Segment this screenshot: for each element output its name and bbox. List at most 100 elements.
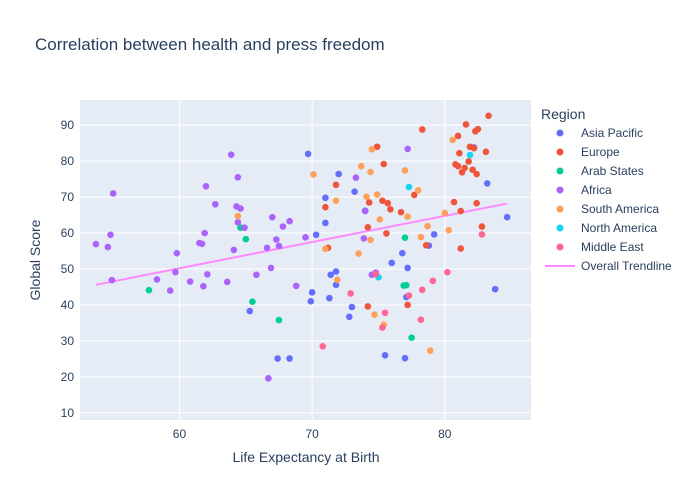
data-point xyxy=(450,198,458,206)
data-point xyxy=(418,286,426,294)
x-tick-label: 70 xyxy=(305,427,319,441)
data-point xyxy=(242,235,250,243)
data-point xyxy=(364,223,372,231)
data-point xyxy=(482,148,490,156)
data-point xyxy=(326,294,333,302)
legend-label: South America xyxy=(581,202,659,216)
legend-item[interactable]: Arab States xyxy=(556,164,644,178)
data-point xyxy=(485,112,492,120)
y-tick-label: 10 xyxy=(61,406,75,420)
data-point xyxy=(109,190,117,197)
y-tick-label: 20 xyxy=(61,370,75,384)
data-point xyxy=(327,271,335,279)
data-point xyxy=(372,270,380,278)
data-point xyxy=(312,231,320,239)
legend-label: Africa xyxy=(581,183,612,197)
data-point xyxy=(491,285,499,293)
data-point xyxy=(234,174,242,181)
data-point xyxy=(237,205,244,212)
series-points xyxy=(246,144,511,362)
data-point xyxy=(384,199,392,207)
x-tick-label: 80 xyxy=(438,427,452,441)
data-point xyxy=(405,183,413,191)
legend-item[interactable]: Asia Pacific xyxy=(556,126,644,140)
data-point xyxy=(360,235,368,242)
y-axis-title: Global Score xyxy=(27,219,43,300)
data-point xyxy=(422,241,430,249)
legend-item[interactable]: North America xyxy=(556,221,658,235)
plot-area xyxy=(80,100,531,420)
legend-marker xyxy=(556,129,564,137)
data-point xyxy=(227,151,235,158)
data-point xyxy=(379,197,386,204)
legend-item[interactable]: Africa xyxy=(556,183,613,197)
data-point xyxy=(322,203,329,211)
y-axis-ticks: 10 20 30 40 50 60 70 80 90 xyxy=(61,118,75,420)
data-point xyxy=(473,199,480,207)
y-tick-label: 40 xyxy=(61,298,75,312)
data-point xyxy=(172,268,179,276)
legend-label: Asia Pacific xyxy=(581,126,643,140)
data-point xyxy=(335,170,342,178)
data-point xyxy=(348,303,356,311)
data-point xyxy=(397,208,405,216)
y-tick-label: 50 xyxy=(61,262,75,276)
data-point xyxy=(456,149,463,157)
data-point xyxy=(198,240,206,248)
legend-marker xyxy=(556,243,564,251)
data-point xyxy=(355,250,362,257)
data-point xyxy=(466,151,474,159)
data-point xyxy=(107,231,114,239)
data-point xyxy=(108,276,116,284)
data-point xyxy=(212,200,219,208)
series-points xyxy=(92,145,411,382)
data-point xyxy=(201,229,208,237)
data-point xyxy=(223,278,231,286)
data-point xyxy=(408,334,415,341)
y-tick-label: 70 xyxy=(61,190,75,204)
data-point xyxy=(319,342,327,350)
data-point xyxy=(376,216,384,223)
legend-item[interactable]: Overall Trendline xyxy=(545,259,672,273)
data-point xyxy=(368,145,376,153)
data-point xyxy=(173,249,181,257)
data-point xyxy=(202,182,210,190)
data-point xyxy=(234,218,242,226)
data-points xyxy=(92,112,511,382)
data-point xyxy=(381,309,389,317)
data-point xyxy=(445,226,453,234)
data-point xyxy=(275,316,283,324)
legend-item[interactable]: Middle East xyxy=(556,240,645,254)
trendline-line xyxy=(95,202,508,286)
data-point xyxy=(404,264,411,272)
data-point xyxy=(429,277,437,285)
data-point xyxy=(274,355,281,362)
data-point xyxy=(332,268,340,275)
legend-item[interactable]: Europe xyxy=(556,145,621,159)
data-point xyxy=(322,245,329,253)
data-point xyxy=(381,351,389,359)
data-point xyxy=(462,121,470,128)
series-points xyxy=(234,136,457,354)
series-points xyxy=(145,224,415,341)
data-point xyxy=(204,271,211,278)
data-point xyxy=(465,158,472,165)
data-point xyxy=(253,271,260,279)
data-point xyxy=(265,374,272,382)
data-point xyxy=(373,143,381,151)
data-point xyxy=(404,301,411,309)
legend-item[interactable]: South America xyxy=(556,202,660,216)
legend[interactable]: Region Asia Pacific Europe Arab States Afri… xyxy=(541,106,672,273)
trendline xyxy=(95,202,508,286)
data-point xyxy=(304,150,312,158)
x-axis-ticks: 60 70 80 xyxy=(173,427,452,441)
series-points xyxy=(319,231,486,350)
data-point xyxy=(263,244,271,252)
data-point xyxy=(417,233,425,241)
legend-title: Region xyxy=(541,106,585,122)
data-point xyxy=(308,289,316,296)
data-point xyxy=(273,236,280,243)
legend-label: Arab States xyxy=(581,164,644,178)
data-point xyxy=(249,298,256,306)
